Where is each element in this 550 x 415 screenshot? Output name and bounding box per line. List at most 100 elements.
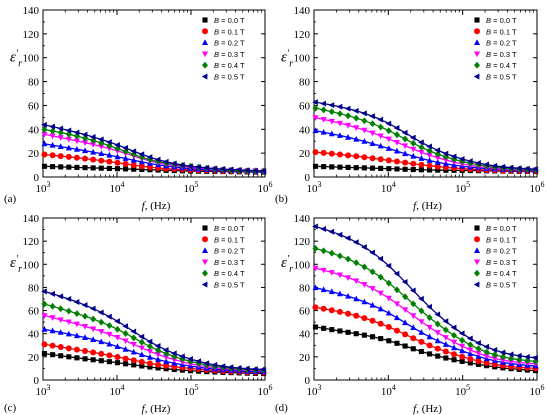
- data-point: [89, 305, 96, 312]
- data-point: [442, 153, 449, 161]
- panel-d: 0 20 40 60 80 100 120 140 103 104 105 106 ε′r f, (Hz)…: [275, 213, 545, 415]
- data-point: [483, 353, 490, 360]
- data-point: [321, 325, 327, 331]
- series-0.5: [41, 288, 266, 373]
- y-tick-label: 140: [23, 213, 40, 225]
- panel-label: (b): [275, 193, 288, 205]
- y-tick-label: 0: [34, 172, 40, 184]
- data-point: [123, 361, 129, 367]
- legend-entry: B = 0.4 T: [214, 61, 245, 70]
- x-tick-label: 105: [184, 383, 199, 398]
- data-point: [467, 350, 474, 357]
- data-point: [163, 358, 170, 364]
- data-point: [114, 141, 120, 148]
- data-point: [211, 361, 218, 368]
- data-point: [321, 164, 327, 170]
- y-axis-label: ε′r: [281, 49, 293, 70]
- data-point: [328, 288, 335, 295]
- data-point: [252, 167, 258, 174]
- data-point: [57, 329, 64, 335]
- data-point: [361, 315, 368, 322]
- data-point: [98, 329, 105, 335]
- data-point: [337, 164, 343, 170]
- data-point: [426, 342, 433, 349]
- y-tick-label: 100: [23, 259, 40, 271]
- data-point: [65, 296, 72, 303]
- data-point: [89, 133, 96, 140]
- data-point: [106, 331, 113, 338]
- data-point: [345, 275, 352, 281]
- data-point: [361, 282, 368, 288]
- x-tick-label: 105: [184, 180, 199, 195]
- data-point: [418, 319, 425, 325]
- y-tick-label: 80: [28, 282, 40, 294]
- legend: B = 0.0 T B = 0.1 T B = 0.2 T B = 0.3 T B = …: [201, 16, 245, 82]
- panel-label: (c): [4, 402, 17, 414]
- series-line: [42, 328, 266, 373]
- data-point: [402, 293, 409, 301]
- data-point: [451, 351, 458, 358]
- data-point: [122, 323, 129, 330]
- legend-entry: B = 0.4 T: [486, 61, 517, 70]
- data-point: [73, 138, 80, 145]
- data-point: [426, 303, 432, 310]
- data-point: [393, 286, 400, 294]
- data-point: [130, 151, 137, 158]
- data-point: [131, 166, 137, 172]
- y-tick-label: 20: [28, 352, 40, 364]
- data-point: [65, 345, 72, 352]
- data-point: [155, 356, 162, 362]
- x-tick-label: 106: [258, 180, 273, 195]
- data-point: [138, 338, 145, 346]
- x-tick-label: 105: [455, 180, 470, 195]
- data-point: [442, 157, 449, 164]
- data-point: [82, 348, 89, 355]
- data-point: [155, 361, 162, 368]
- data-point: [434, 158, 441, 165]
- data-point: [532, 166, 538, 173]
- data-point: [475, 345, 482, 353]
- data-point: [130, 334, 137, 342]
- data-point: [499, 353, 506, 361]
- series-line: [313, 306, 538, 370]
- legend-marker: [474, 17, 480, 23]
- series-0.5: [41, 121, 266, 174]
- data-point: [57, 293, 64, 300]
- data-point: [90, 156, 97, 163]
- series-0.1: [312, 304, 539, 372]
- data-point: [386, 338, 392, 344]
- legend-marker: [202, 28, 208, 35]
- x-tick-label: 104: [110, 180, 125, 195]
- y-tick-label: 20: [28, 148, 40, 160]
- data-point: [426, 157, 433, 163]
- data-point: [163, 362, 170, 369]
- data-point: [260, 366, 266, 373]
- data-point: [435, 353, 441, 359]
- data-point: [402, 307, 409, 313]
- panel-a: 0 20 40 60 80 100 120 140 103 104 105 106 ε′r f, (Hz)…: [4, 5, 273, 212]
- data-point: [154, 343, 161, 350]
- data-point: [369, 249, 375, 256]
- data-point: [49, 127, 56, 135]
- data-point: [434, 163, 441, 170]
- legend-entry: B = 0.0 T: [486, 224, 517, 233]
- data-point: [345, 310, 352, 317]
- legend-marker: [474, 269, 480, 277]
- data-point: [369, 130, 376, 137]
- data-point: [328, 118, 335, 125]
- data-point: [41, 288, 47, 295]
- data-point: [377, 273, 384, 281]
- data-point: [361, 263, 368, 271]
- data-point: [418, 155, 425, 161]
- data-point: [442, 160, 449, 167]
- data-point: [122, 345, 129, 352]
- y-tick-label: 20: [299, 352, 311, 364]
- y-axis-label: ε′r: [281, 254, 293, 275]
- legend-marker: [202, 51, 208, 58]
- data-point: [459, 336, 466, 344]
- y-tick-label: 0: [305, 375, 311, 387]
- data-point: [483, 343, 490, 350]
- data-point: [98, 358, 104, 364]
- y-tick-label: 140: [294, 5, 311, 17]
- data-point: [328, 249, 335, 257]
